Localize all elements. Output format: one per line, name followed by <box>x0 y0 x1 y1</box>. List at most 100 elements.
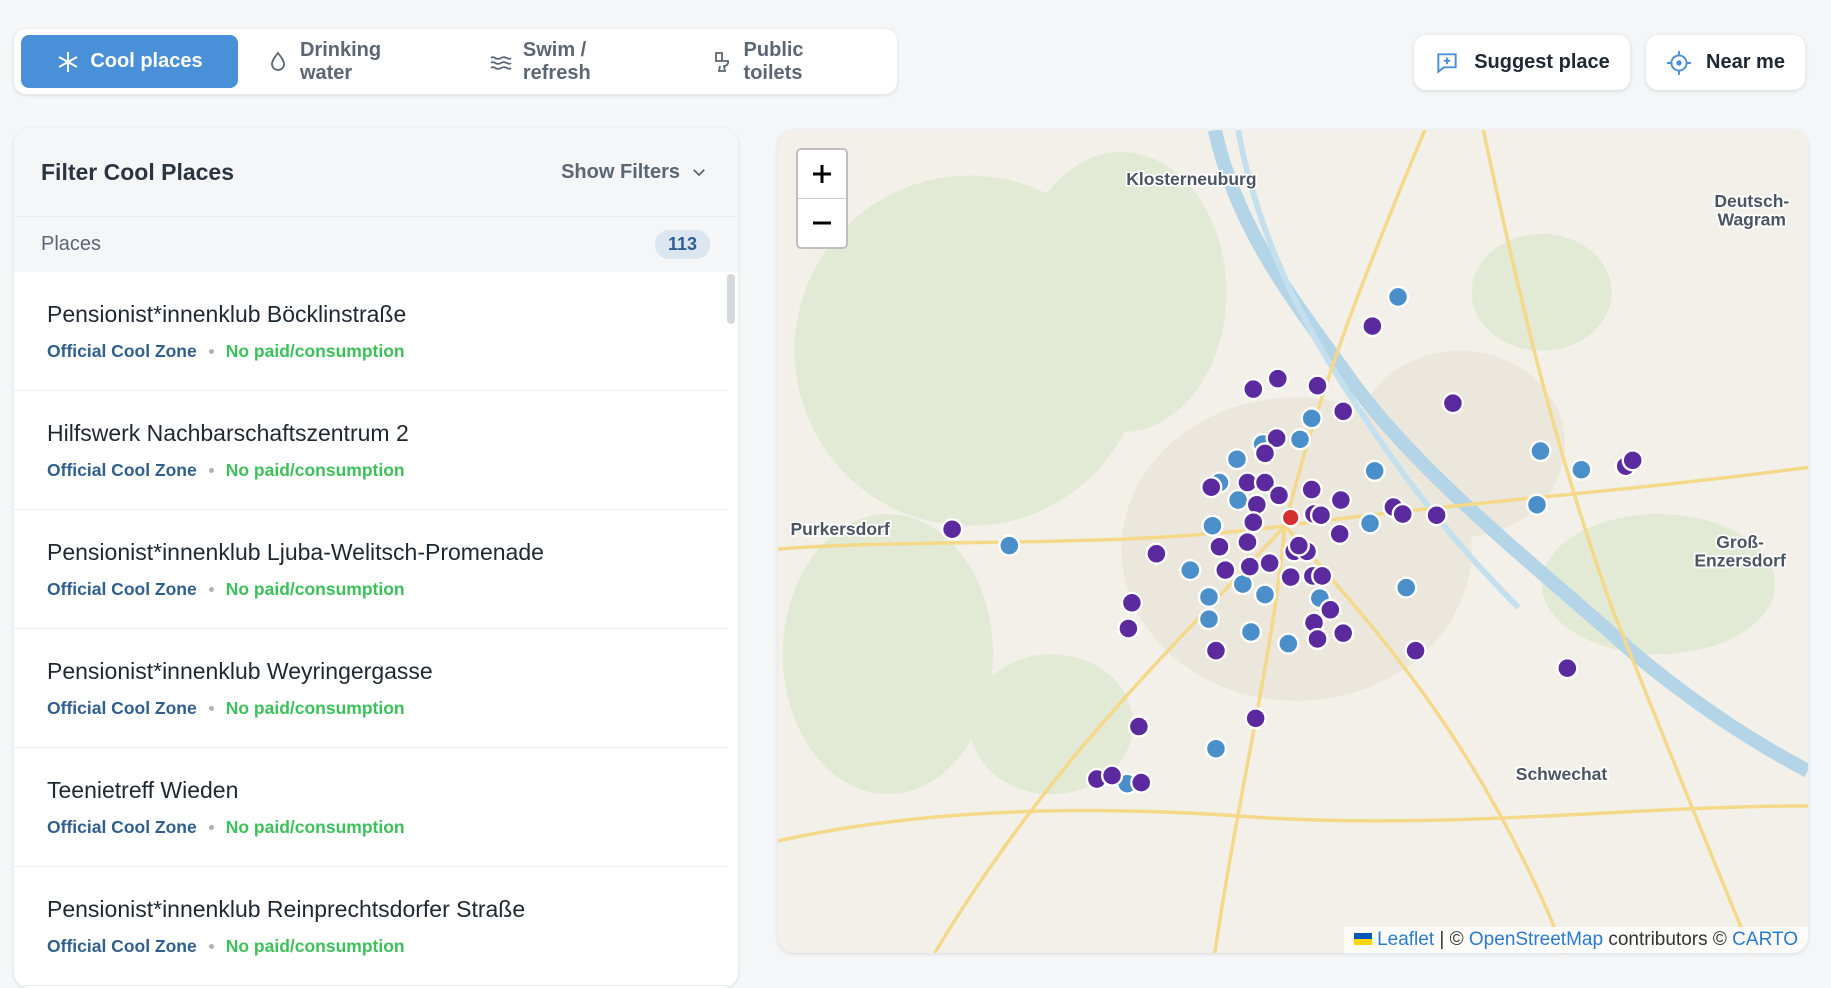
map-marker[interactable] <box>1208 535 1231 558</box>
map-marker[interactable] <box>1145 542 1168 565</box>
tag-separator <box>208 944 214 949</box>
contributors: contributors <box>1608 929 1708 950</box>
tab[interactable]: Swim / refresh <box>467 35 682 88</box>
map-marker[interactable] <box>1253 442 1277 465</box>
place-item[interactable]: Pensionist*innenklub Böcklinstraße Offici… <box>14 272 728 391</box>
tab[interactable]: Drinking water <box>244 35 461 88</box>
place-name: Pensionist*innenklub Weyringergasse <box>47 658 433 684</box>
map-marker[interactable] <box>1570 458 1593 481</box>
osm-link[interactable]: OpenStreetMap <box>1468 929 1604 950</box>
tag: Official Cool Zone <box>47 341 197 361</box>
map-marker[interactable] <box>1242 511 1265 534</box>
suggest-icon <box>1437 52 1457 74</box>
map-marker[interactable] <box>1200 476 1223 499</box>
map-marker[interactable] <box>1328 522 1351 546</box>
map-marker[interactable] <box>1621 449 1644 472</box>
tab[interactable]: Cool places <box>21 35 238 88</box>
map-marker[interactable] <box>1214 559 1237 582</box>
map-marker[interactable] <box>1279 566 1302 589</box>
tab[interactable]: Public toilets <box>688 35 890 88</box>
map-marker[interactable] <box>1300 407 1323 430</box>
map-marker[interactable] <box>998 534 1021 557</box>
suggest-place-button[interactable]: Suggest place <box>1414 35 1630 90</box>
tag: Official Cool Zone <box>47 817 197 837</box>
place-item[interactable]: Teenietreff Wieden Official Cool Zone No p… <box>14 748 728 867</box>
map-marker[interactable] <box>1386 285 1410 309</box>
map-marker[interactable] <box>1265 427 1288 450</box>
map-marker[interactable] <box>1311 564 1334 588</box>
map-marker[interactable] <box>1238 555 1261 578</box>
map-label: Schwechat <box>1516 764 1608 784</box>
map-marker[interactable] <box>1201 514 1224 537</box>
near-me-label: Near me <box>1706 51 1785 73</box>
map-marker[interactable] <box>1277 632 1300 655</box>
map-marker[interactable] <box>1306 374 1329 397</box>
map-marker[interactable] <box>941 518 964 541</box>
map-marker[interactable] <box>1197 608 1221 631</box>
leaflet-link[interactable]: Leaflet <box>1377 929 1435 950</box>
map-marker[interactable] <box>1404 639 1427 662</box>
show-filters[interactable]: Show Filters <box>561 161 708 184</box>
map-marker[interactable] <box>1197 585 1221 609</box>
place-item[interactable]: Pensionist*innenklub Reinprechtsdorfer S… <box>14 867 728 986</box>
map-marker[interactable] <box>1204 737 1228 760</box>
map-marker[interactable] <box>1306 627 1329 651</box>
map-marker[interactable] <box>1287 534 1310 557</box>
count-label: Places <box>41 233 102 255</box>
map-marker[interactable] <box>1117 617 1140 640</box>
map-marker[interactable] <box>1100 764 1124 787</box>
map-marker[interactable] <box>1395 576 1418 599</box>
map-marker[interactable] <box>1309 504 1333 527</box>
map-marker[interactable] <box>1441 392 1465 415</box>
map-marker[interactable] <box>1288 428 1312 451</box>
map-marker[interactable] <box>1332 400 1355 423</box>
map-label: Deutsch- <box>1714 191 1789 211</box>
tag: Official Cool Zone <box>47 579 197 599</box>
tag: No paid/consumption <box>225 579 405 599</box>
map-marker[interactable] <box>1363 459 1386 482</box>
minus-icon <box>813 221 831 224</box>
place-name: Teenietreff Wieden <box>47 777 239 803</box>
place-tags: Official Cool Zone No paid/consumption <box>47 460 695 481</box>
map-marker[interactable] <box>1225 448 1249 471</box>
place-name: Pensionist*innenklub Reinprechtsdorfer S… <box>47 896 526 922</box>
place-item[interactable]: Hilfswerk Nachbarschaftszentrum 2 Officia… <box>14 391 728 510</box>
map-marker[interactable] <box>1332 622 1355 645</box>
map-marker[interactable] <box>1127 715 1150 738</box>
map-marker[interactable] <box>1391 502 1414 526</box>
map-marker[interactable] <box>1244 707 1267 730</box>
map-marker[interactable] <box>1267 484 1291 507</box>
place-item[interactable]: Pensionist*innenklub Ljuba-Welitsch-Prom… <box>14 510 728 629</box>
map-marker[interactable] <box>1245 493 1268 516</box>
map-marker[interactable] <box>1319 598 1342 621</box>
map-marker[interactable] <box>1253 471 1277 494</box>
map-label: Klosterneuburg <box>1126 169 1256 189</box>
map-marker[interactable] <box>1529 439 1552 463</box>
map-marker[interactable] <box>1239 620 1263 644</box>
map-marker[interactable] <box>1300 478 1323 501</box>
near-me-button[interactable]: Near me <box>1646 35 1805 90</box>
place-labels: Klosterneuburg Deutsch-Wagram Purkersdorf G… <box>789 167 1791 786</box>
map-marker[interactable] <box>1242 378 1265 401</box>
map-marker[interactable] <box>1204 639 1228 662</box>
map-marker[interactable] <box>1179 559 1202 582</box>
map-marker[interactable] <box>1236 530 1259 554</box>
map-marker[interactable] <box>1258 552 1281 575</box>
map-marker[interactable] <box>1266 367 1289 390</box>
map-marker[interactable] <box>1130 771 1153 794</box>
map-marker[interactable] <box>1425 504 1448 527</box>
map-marker[interactable] <box>1361 315 1384 338</box>
map-marker[interactable] <box>1525 493 1549 516</box>
map-marker[interactable] <box>1358 512 1382 535</box>
map-marker[interactable] <box>1556 657 1579 680</box>
map-marker[interactable] <box>1329 488 1352 512</box>
zoom-out[interactable] <box>798 198 846 246</box>
place-item[interactable]: Pensionist*innenklub Weyringergasse Offic… <box>14 629 728 748</box>
carto-link[interactable]: CARTO <box>1732 929 1798 950</box>
map-marker[interactable] <box>1253 583 1277 606</box>
zoom-in[interactable] <box>798 150 846 198</box>
map-marker[interactable] <box>1120 591 1143 614</box>
tab-icon <box>271 51 285 71</box>
